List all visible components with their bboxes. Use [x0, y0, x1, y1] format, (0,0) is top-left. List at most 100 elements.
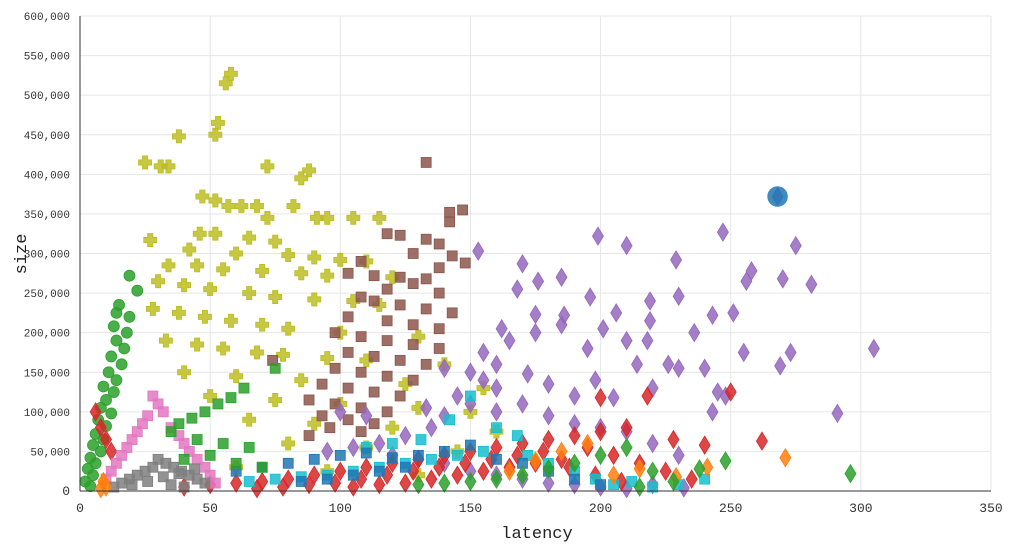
square-marker: [269, 362, 281, 374]
diamond-marker: [438, 358, 451, 379]
plus-marker: [276, 347, 290, 362]
plus-marker: [307, 292, 322, 307]
square-marker: [444, 206, 456, 218]
square-marker: [342, 382, 354, 394]
square-marker: [142, 476, 154, 487]
diamond-marker: [412, 474, 425, 495]
circle-marker: [87, 439, 99, 451]
diamond-marker: [347, 437, 360, 458]
plus-marker: [218, 76, 233, 91]
plus-marker: [333, 252, 348, 267]
square-marker: [342, 311, 354, 323]
diamond-marker: [555, 267, 568, 288]
diamond-marker: [321, 441, 334, 462]
plus-marker: [177, 278, 192, 293]
diamond-marker: [706, 305, 719, 326]
square-marker: [199, 406, 211, 418]
diamond-marker: [646, 433, 659, 454]
square-marker: [157, 406, 169, 418]
square-marker: [303, 394, 315, 406]
circle-marker: [123, 269, 136, 282]
diamond-marker: [740, 271, 753, 291]
square-marker: [595, 479, 606, 491]
series-group: [267, 157, 471, 441]
square-marker: [386, 452, 398, 464]
square-marker: [355, 291, 367, 303]
diamond-marker: [477, 461, 490, 481]
diamond-marker: [472, 241, 485, 261]
diamond-marker: [399, 473, 412, 493]
x-tick-label: 100: [329, 501, 352, 516]
square-marker: [243, 442, 255, 453]
square-marker: [308, 453, 320, 465]
diamond-marker: [672, 445, 685, 466]
plus-marker: [172, 305, 186, 320]
diamond-marker: [662, 354, 675, 375]
diamond-marker: [89, 402, 102, 422]
y-tick-label: 50,000: [30, 447, 70, 459]
square-marker: [178, 481, 190, 493]
diamond-marker: [727, 303, 740, 323]
circle-marker: [84, 480, 97, 493]
x-tick-label: 200: [589, 501, 612, 516]
plus-marker: [198, 309, 212, 324]
diamond-marker: [719, 451, 732, 471]
diamond-marker: [667, 429, 680, 450]
diamond-marker: [776, 269, 789, 289]
diamond-marker: [672, 286, 685, 307]
diamond-marker: [711, 382, 724, 402]
square-marker: [647, 481, 659, 493]
square-marker: [238, 382, 250, 394]
square-marker: [415, 434, 427, 445]
diamond-marker: [399, 425, 412, 446]
square-marker: [444, 216, 456, 228]
diamond-marker: [716, 222, 729, 242]
diamond-marker: [779, 447, 792, 468]
square-marker: [173, 468, 185, 479]
axes: [79, 16, 991, 492]
circle-marker: [110, 306, 123, 319]
square-marker: [394, 354, 406, 366]
square-marker: [368, 386, 380, 398]
circle-marker: [131, 284, 144, 297]
square-marker: [191, 434, 203, 445]
square-marker: [368, 418, 380, 430]
square-marker: [342, 267, 354, 279]
diamond-marker: [94, 478, 107, 499]
square-marker: [407, 339, 419, 350]
diamond-marker: [581, 338, 594, 359]
plus-marker: [309, 210, 324, 225]
plus-marker: [221, 199, 236, 213]
square-marker: [491, 422, 502, 434]
square-marker: [381, 370, 393, 382]
diamond-marker: [706, 402, 719, 422]
square-marker: [295, 476, 307, 487]
plus-marker: [203, 282, 218, 297]
square-marker: [433, 343, 445, 354]
square-marker: [420, 358, 432, 370]
plus-marker: [250, 345, 264, 360]
diamond-marker: [672, 358, 685, 379]
circle-marker: [110, 334, 123, 347]
plus-marker: [177, 365, 192, 380]
plus-marker: [372, 210, 387, 225]
plus-marker: [242, 230, 257, 245]
diamond-marker: [347, 477, 360, 497]
plus-marker: [161, 258, 176, 273]
x-tick-label: 150: [459, 501, 482, 516]
diamond-marker: [503, 461, 516, 481]
square-marker: [316, 378, 328, 390]
plus-marker: [143, 233, 158, 247]
square-marker: [342, 414, 354, 426]
plus-marker: [224, 66, 238, 81]
square-marker: [243, 476, 255, 487]
diamond-marker: [516, 254, 529, 274]
diamond-marker: [737, 342, 750, 363]
square-marker: [407, 248, 419, 259]
plus-marker: [268, 393, 283, 407]
diamond-marker: [495, 318, 508, 339]
diamond-marker: [755, 431, 768, 451]
diamond-marker: [568, 386, 581, 406]
diamond-marker: [529, 304, 542, 325]
square-marker: [368, 295, 380, 307]
